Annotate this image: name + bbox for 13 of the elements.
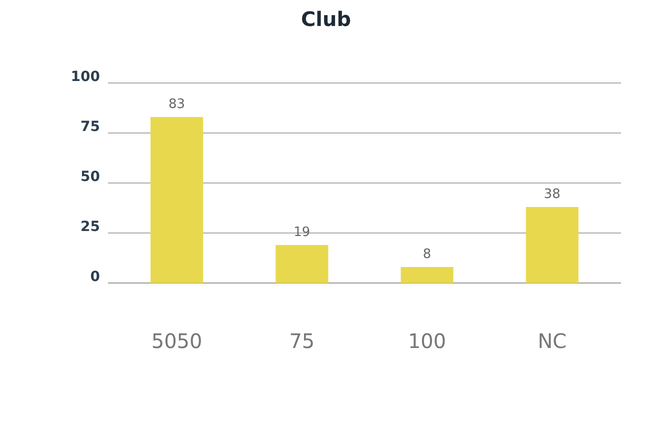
data-label: 83 bbox=[168, 97, 186, 112]
x-tick-label: NC bbox=[538, 329, 567, 353]
y-tick-label: 75 bbox=[80, 119, 100, 135]
x-tick-label: 5050 bbox=[151, 329, 202, 353]
x-tick-label: 100 bbox=[408, 329, 446, 353]
x-tick-label: 75 bbox=[289, 329, 315, 353]
y-tick-label: 25 bbox=[80, 219, 100, 235]
chart-title: Club bbox=[300, 7, 352, 31]
data-label: 8 bbox=[422, 247, 432, 262]
data-label: 38 bbox=[544, 187, 560, 202]
y-tick-label: 0 bbox=[90, 269, 100, 285]
y-tick-label: 100 bbox=[70, 69, 100, 85]
y-tick-label: 50 bbox=[80, 169, 100, 185]
